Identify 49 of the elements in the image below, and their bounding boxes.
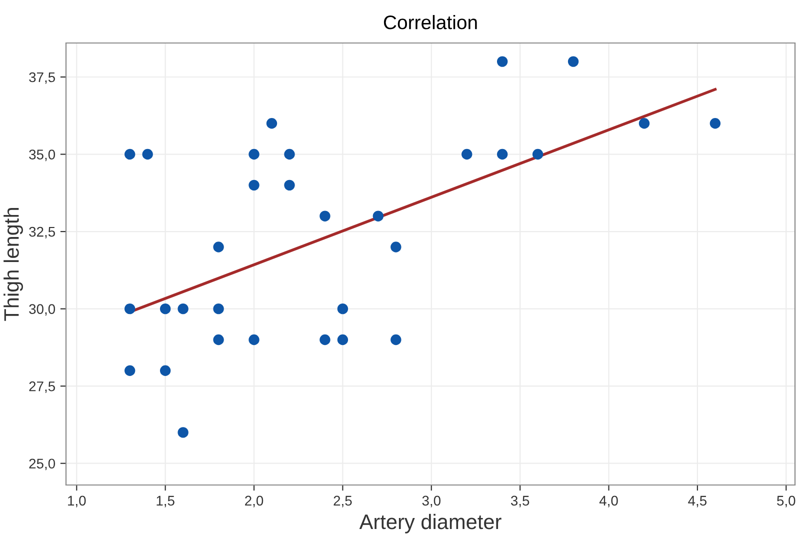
point xyxy=(248,334,260,346)
point xyxy=(390,334,402,346)
point xyxy=(248,180,260,191)
point xyxy=(266,118,278,129)
point xyxy=(638,118,650,129)
point xyxy=(372,210,384,222)
point xyxy=(284,180,295,191)
point xyxy=(124,365,136,376)
point xyxy=(532,148,544,160)
x-tick-label: 1,0 xyxy=(68,496,86,508)
y-tick-label: 37,5 xyxy=(29,72,56,84)
point xyxy=(710,118,721,129)
point xyxy=(178,427,188,438)
x-tick-label: 1,5 xyxy=(156,496,174,508)
point xyxy=(337,303,348,314)
point xyxy=(320,334,330,346)
point xyxy=(462,148,472,160)
point xyxy=(178,303,188,314)
point xyxy=(568,56,579,67)
point xyxy=(337,334,348,346)
point xyxy=(248,148,260,160)
point xyxy=(284,148,295,160)
y-tick-label: 32,5 xyxy=(29,226,56,238)
x-tick-label: 2,0 xyxy=(245,496,264,508)
point xyxy=(213,334,224,346)
y-tick-label: 27,5 xyxy=(29,381,56,393)
x-tick-label: 2,5 xyxy=(334,496,352,508)
x-tick-label: 3,5 xyxy=(510,496,530,508)
chart-title: Correlation xyxy=(384,15,477,30)
point xyxy=(160,303,171,314)
y-tick-label: 30,0 xyxy=(29,304,56,316)
x-tick-label: 4,0 xyxy=(599,496,618,508)
y-axis-title: Thigh length xyxy=(4,208,23,321)
point xyxy=(496,56,508,67)
point xyxy=(124,148,136,160)
point xyxy=(124,303,136,314)
point xyxy=(213,242,224,252)
point xyxy=(160,365,171,376)
point xyxy=(142,148,153,160)
y-tick-label: 25,0 xyxy=(29,458,56,470)
x-tick-label: 4,5 xyxy=(688,496,707,508)
x-tick-label: 3,0 xyxy=(422,496,440,508)
point xyxy=(496,148,508,160)
point xyxy=(390,242,402,252)
point xyxy=(320,210,330,222)
x-axis-title: Artery diameter xyxy=(359,514,502,534)
point xyxy=(213,303,224,314)
y-tick-label: 35,0 xyxy=(29,150,56,162)
x-tick-label: 5,0 xyxy=(777,496,796,508)
